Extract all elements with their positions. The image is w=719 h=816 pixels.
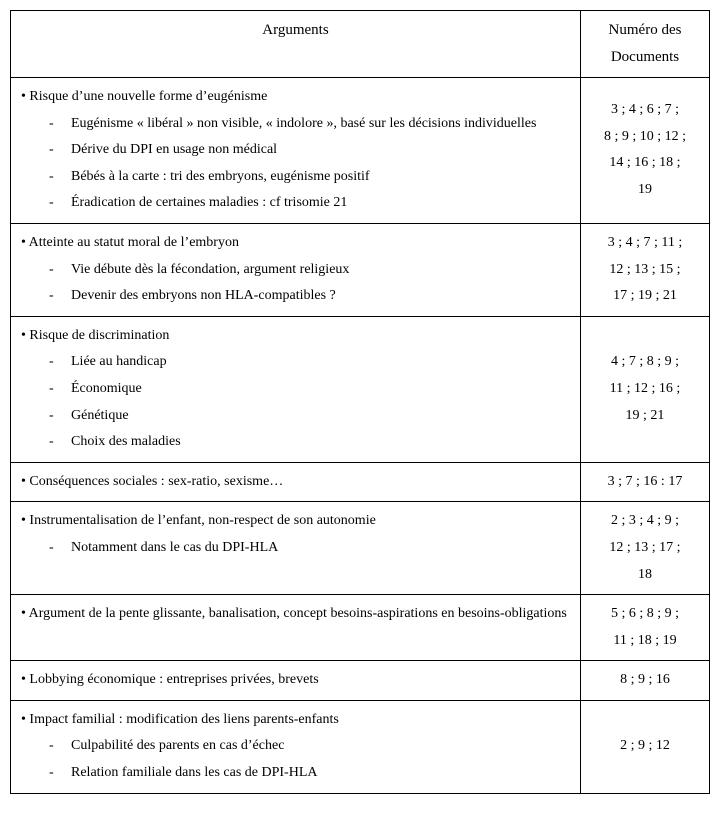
numero-cell: 5 ; 6 ; 8 ; 9 ;11 ; 18 ; 19 bbox=[581, 595, 710, 661]
argument-sublist: Liée au handicapÉconomiqueGénétiqueChoix… bbox=[21, 349, 570, 455]
numero-cell: 2 ; 3 ; 4 ; 9 ;12 ; 13 ; 17 ;18 bbox=[581, 502, 710, 595]
argument-subitem: Devenir des embryons non HLA-compatibles… bbox=[49, 283, 570, 310]
header-numero-l1: Numéro des bbox=[585, 17, 705, 44]
argument-lead: • Argument de la pente glissante, banali… bbox=[21, 601, 570, 628]
argument-cell: • Instrumentalisation de l’enfant, non-r… bbox=[11, 502, 581, 595]
argument-sublist: Vie débute dès la fécondation, argument … bbox=[21, 257, 570, 310]
argument-subitem: Génétique bbox=[49, 403, 570, 430]
numero-line: 17 ; 19 ; 21 bbox=[585, 283, 705, 310]
argument-cell: • Atteinte au statut moral de l’embryonV… bbox=[11, 223, 581, 316]
argument-subitem: Relation familiale dans les cas de DPI-H… bbox=[49, 760, 570, 787]
numero-line: 3 ; 4 ; 7 ; 11 ; bbox=[585, 230, 705, 257]
argument-subitem: Culpabilité des parents en cas d’échec bbox=[49, 733, 570, 760]
argument-subitem: Choix des maladies bbox=[49, 429, 570, 456]
arguments-table: Arguments Numéro des Documents • Risque … bbox=[10, 10, 710, 794]
argument-cell: • Impact familial : modification des lie… bbox=[11, 700, 581, 793]
table-row: • Instrumentalisation de l’enfant, non-r… bbox=[11, 502, 710, 595]
argument-lead: • Risque de discrimination bbox=[21, 323, 570, 350]
numero-line: 8 ; 9 ; 16 bbox=[585, 667, 705, 694]
numero-line: 5 ; 6 ; 8 ; 9 ; bbox=[585, 601, 705, 628]
numero-line: 2 ; 9 ; 12 bbox=[585, 733, 705, 760]
argument-lead: • Atteinte au statut moral de l’embryon bbox=[21, 230, 570, 257]
numero-line: 19 bbox=[585, 177, 705, 204]
argument-subitem: Dérive du DPI en usage non médical bbox=[49, 137, 570, 164]
header-arguments: Arguments bbox=[11, 11, 581, 78]
numero-line: 2 ; 3 ; 4 ; 9 ; bbox=[585, 508, 705, 535]
argument-subitem: Liée au handicap bbox=[49, 349, 570, 376]
argument-subitem: Économique bbox=[49, 376, 570, 403]
argument-subitem: Vie débute dès la fécondation, argument … bbox=[49, 257, 570, 284]
argument-cell: • Lobbying économique : entreprises priv… bbox=[11, 661, 581, 701]
numero-line: 19 ; 21 bbox=[585, 403, 705, 430]
table-row: • Conséquences sociales : sex-ratio, sex… bbox=[11, 462, 710, 502]
table-row: • Atteinte au statut moral de l’embryonV… bbox=[11, 223, 710, 316]
argument-subitem: Bébés à la carte : tri des embryons, eug… bbox=[49, 164, 570, 191]
header-arguments-text: Arguments bbox=[15, 17, 576, 44]
table-row: • Risque d’une nouvelle forme d’eugénism… bbox=[11, 78, 710, 224]
argument-cell: • Conséquences sociales : sex-ratio, sex… bbox=[11, 462, 581, 502]
numero-cell: 4 ; 7 ; 8 ; 9 ;11 ; 12 ; 16 ;19 ; 21 bbox=[581, 316, 710, 462]
argument-cell: • Argument de la pente glissante, banali… bbox=[11, 595, 581, 661]
argument-sublist: Eugénisme « libéral » non visible, « ind… bbox=[21, 111, 570, 217]
table-row: • Argument de la pente glissante, banali… bbox=[11, 595, 710, 661]
numero-line: 12 ; 13 ; 17 ; bbox=[585, 535, 705, 562]
header-numero: Numéro des Documents bbox=[581, 11, 710, 78]
argument-lead: • Conséquences sociales : sex-ratio, sex… bbox=[21, 469, 570, 496]
argument-sublist: Notamment dans le cas du DPI-HLA bbox=[21, 535, 570, 562]
numero-line: 8 ; 9 ; 10 ; 12 ; bbox=[585, 124, 705, 151]
numero-line: 4 ; 7 ; 8 ; 9 ; bbox=[585, 349, 705, 376]
argument-subitem: Eugénisme « libéral » non visible, « ind… bbox=[49, 111, 570, 138]
numero-cell: 8 ; 9 ; 16 bbox=[581, 661, 710, 701]
argument-subitem: Notamment dans le cas du DPI-HLA bbox=[49, 535, 570, 562]
argument-lead: • Instrumentalisation de l’enfant, non-r… bbox=[21, 508, 570, 535]
argument-cell: • Risque de discriminationLiée au handic… bbox=[11, 316, 581, 462]
numero-line: 3 ; 7 ; 16 : 17 bbox=[585, 469, 705, 496]
argument-lead: • Impact familial : modification des lie… bbox=[21, 707, 570, 734]
argument-sublist: Culpabilité des parents en cas d’échecRe… bbox=[21, 733, 570, 786]
header-numero-l2: Documents bbox=[585, 44, 705, 71]
numero-line: 3 ; 4 ; 6 ; 7 ; bbox=[585, 97, 705, 124]
argument-lead: • Lobbying économique : entreprises priv… bbox=[21, 667, 570, 694]
table-row: • Impact familial : modification des lie… bbox=[11, 700, 710, 793]
numero-line: 11 ; 12 ; 16 ; bbox=[585, 376, 705, 403]
numero-cell: 2 ; 9 ; 12 bbox=[581, 700, 710, 793]
numero-line: 11 ; 18 ; 19 bbox=[585, 628, 705, 655]
numero-cell: 3 ; 4 ; 7 ; 11 ;12 ; 13 ; 15 ;17 ; 19 ; … bbox=[581, 223, 710, 316]
argument-lead: • Risque d’une nouvelle forme d’eugénism… bbox=[21, 84, 570, 111]
table-row: • Lobbying économique : entreprises priv… bbox=[11, 661, 710, 701]
argument-subitem: Éradication de certaines maladies : cf t… bbox=[49, 190, 570, 217]
numero-cell: 3 ; 4 ; 6 ; 7 ;8 ; 9 ; 10 ; 12 ;14 ; 16 … bbox=[581, 78, 710, 224]
numero-line: 12 ; 13 ; 15 ; bbox=[585, 257, 705, 284]
numero-line: 14 ; 16 ; 18 ; bbox=[585, 150, 705, 177]
argument-cell: • Risque d’une nouvelle forme d’eugénism… bbox=[11, 78, 581, 224]
numero-line: 18 bbox=[585, 562, 705, 589]
numero-cell: 3 ; 7 ; 16 : 17 bbox=[581, 462, 710, 502]
table-row: • Risque de discriminationLiée au handic… bbox=[11, 316, 710, 462]
